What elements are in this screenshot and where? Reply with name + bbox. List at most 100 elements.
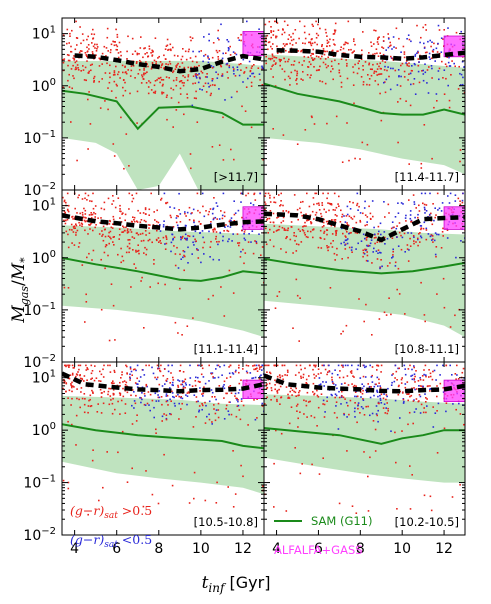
blue-point [195,75,197,78]
blue-point [228,413,230,416]
red-point [295,395,297,397]
red-point [118,41,121,44]
red-point [137,244,139,246]
blue-point [208,86,210,88]
red-point [311,210,314,213]
blue-point [186,403,188,406]
red-point [147,224,150,226]
red-point [102,486,104,489]
blue-point [357,209,359,211]
blue-point [163,220,165,222]
blue-point [424,212,426,214]
red-point [340,364,343,367]
red-point [372,215,374,218]
red-point [168,60,171,63]
red-point [287,38,290,40]
red-point [124,213,127,216]
red-point [292,252,294,254]
blue-point [171,381,174,384]
red-point [91,389,93,392]
red-point [214,419,217,422]
red-point [154,219,156,221]
red-point [71,385,73,387]
red-point [386,412,389,415]
red-point [93,77,95,80]
blue-point [193,244,195,246]
red-point [164,248,167,250]
red-point [410,221,412,223]
red-point [117,253,119,256]
red-point [395,370,398,373]
red-point [145,383,148,386]
red-point [112,397,114,400]
red-point [91,377,93,380]
red-point [341,390,343,393]
blue-point [223,418,226,420]
red-point [166,395,169,397]
red-point [196,249,199,251]
red-point [84,229,86,232]
red-point [236,405,239,407]
red-point [169,63,172,65]
red-point [320,393,323,395]
red-point [172,71,174,74]
red-point [131,53,134,55]
red-point [412,194,415,196]
red-point [189,70,192,72]
red-point [278,194,280,196]
red-point [120,261,122,264]
blue-point [430,65,433,67]
red-point [271,48,273,50]
red-point [174,264,177,267]
red-point [455,378,457,380]
red-point [264,203,267,205]
red-point [132,249,134,251]
red-point [120,54,122,57]
blue-point [185,394,187,396]
red-point [65,201,67,204]
red-point [105,244,108,246]
red-point [117,400,119,403]
blue-point [459,72,461,75]
red-point [426,51,428,54]
red-point [332,39,335,41]
red-point [313,123,316,125]
blue-point [424,71,427,74]
blue-point [161,385,164,387]
red-point [253,192,256,195]
blue-point [414,63,416,66]
red-point [287,229,289,232]
red-point [362,83,365,86]
blue-point [143,374,146,376]
median-line [62,371,264,394]
red-point [436,51,439,53]
red-point [309,230,312,233]
red-point [295,250,298,252]
red-point [330,203,333,206]
blue-point [232,373,235,375]
red-point [75,68,78,70]
red-point [96,43,98,46]
red-point [330,224,333,227]
red-point [405,60,408,62]
red-point [262,158,264,161]
red-point [261,68,263,70]
red-point [363,451,365,453]
blue-point [346,205,349,208]
red-point [184,68,186,71]
blue-point [230,96,233,99]
red-point [317,23,319,26]
red-point [99,57,101,60]
blue-point [391,374,393,376]
red-point [375,383,377,386]
red-point [371,262,373,264]
blue-point [178,380,181,382]
blue-point [170,250,172,253]
red-point [379,62,381,65]
red-point [417,237,419,240]
red-point [454,373,457,375]
blue-point [385,49,387,51]
red-point [425,204,428,206]
red-point [275,35,278,38]
red-point [119,51,122,53]
